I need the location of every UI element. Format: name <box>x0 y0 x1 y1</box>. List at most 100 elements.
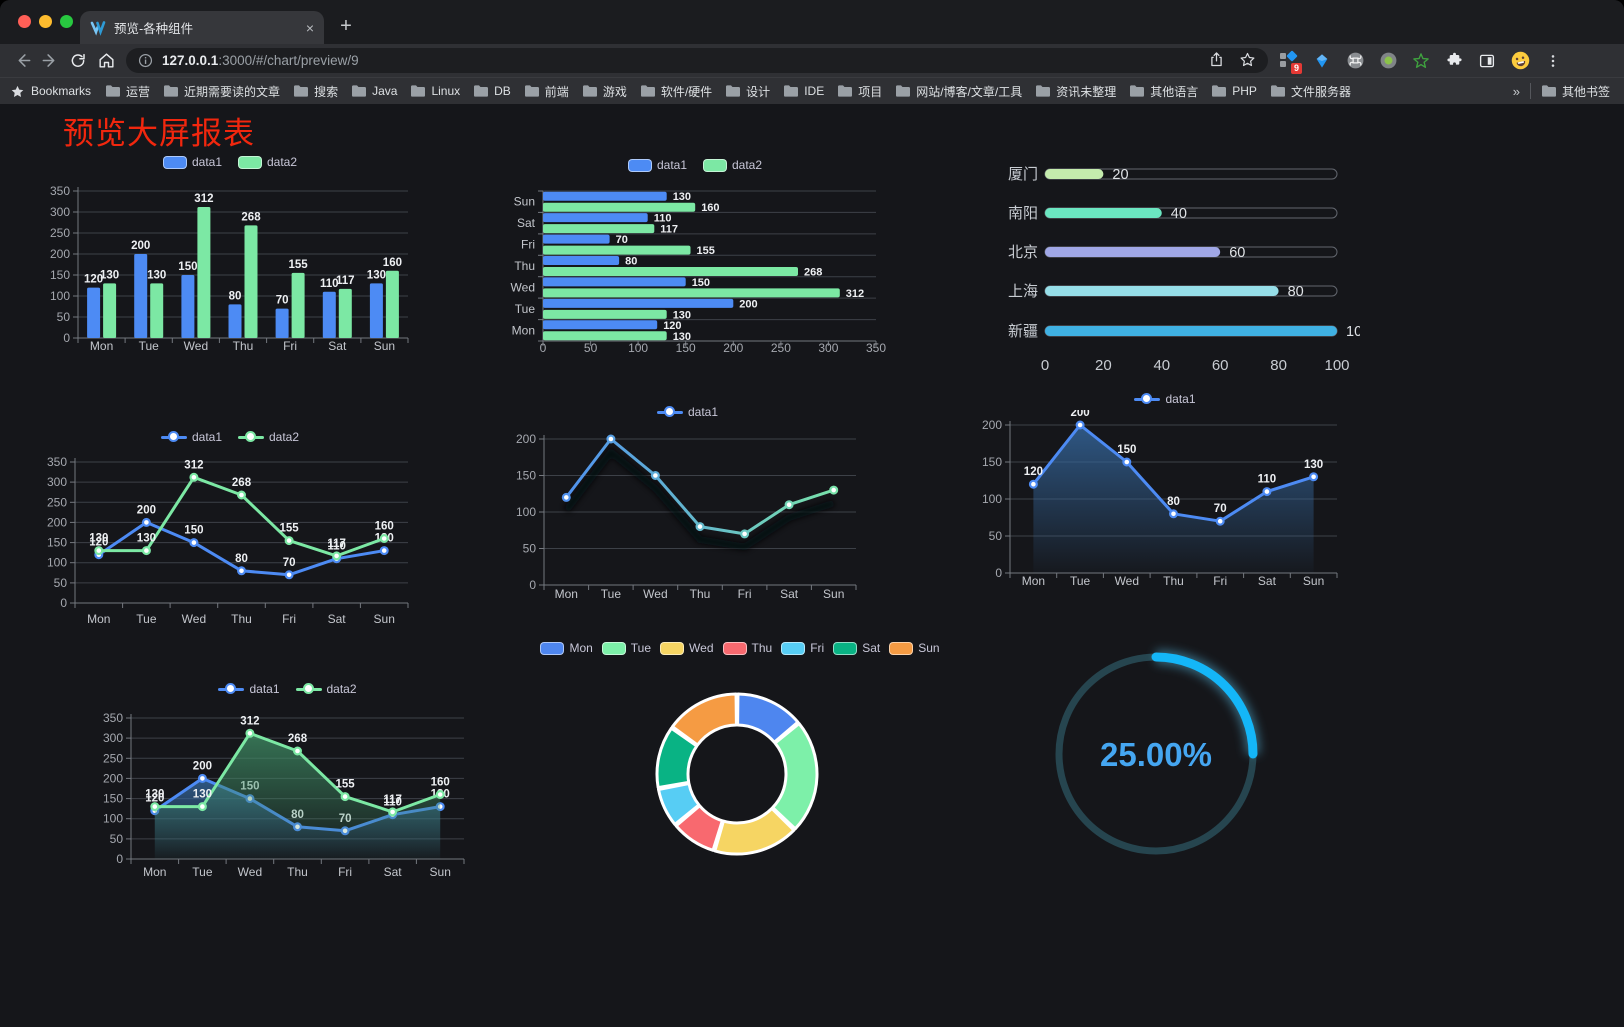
legend-item-Thu[interactable]: Thu <box>722 641 772 655</box>
legend-item-data1[interactable]: data1 <box>627 158 687 172</box>
svg-text:110: 110 <box>654 213 672 225</box>
bookmark-label: 软件/硬件 <box>660 84 713 99</box>
bookmark-folder-软件/硬件[interactable]: 软件/硬件 <box>640 83 712 100</box>
profile-emoji-icon[interactable] <box>1509 50 1531 72</box>
svg-text:20: 20 <box>1112 167 1128 183</box>
legend-item-data1[interactable]: data1 <box>1134 392 1196 406</box>
menu-dots-icon[interactable] <box>1542 50 1564 72</box>
legend-item-data1[interactable]: data1 <box>656 405 718 419</box>
forward-button[interactable] <box>36 47 64 75</box>
chart-grouped-bar: data1 data2 0 50 100 150 200 250 300 350 Mon Tue Wed… <box>40 151 420 361</box>
bookmark-folder-项目[interactable]: 项目 <box>837 83 882 100</box>
bookmark-folder-设计[interactable]: 设计 <box>725 83 770 100</box>
legend-item-data1[interactable]: data1 <box>218 682 280 696</box>
bookmark-folder-前端[interactable]: 前端 <box>524 83 569 100</box>
svg-text:268: 268 <box>232 477 252 489</box>
new-tab-button[interactable]: + <box>340 15 352 37</box>
legend-item-Fri[interactable]: Fri <box>781 641 824 655</box>
bookmark-label: 游戏 <box>602 84 627 99</box>
legend-item-Mon[interactable]: Mon <box>540 641 593 655</box>
bookmark-folder-搜索[interactable]: 搜索 <box>293 83 338 100</box>
legend-item-data2[interactable]: data2 <box>703 158 762 172</box>
other-bookmarks-folder[interactable]: 其他书签 <box>1541 83 1610 100</box>
address-bar[interactable]: 127.0.0.1:3000/#/chart/preview/9 <box>126 48 1268 73</box>
bookmark-folder-IDE[interactable]: IDE <box>783 84 824 98</box>
legend-item-Sat[interactable]: Sat <box>833 641 880 655</box>
browser-tab[interactable]: 预览-各种组件 × <box>80 11 324 44</box>
svg-text:新疆: 新疆 <box>1008 323 1038 340</box>
back-button[interactable] <box>8 47 36 75</box>
site-info-icon[interactable] <box>138 53 153 68</box>
chart-gauge: 25.00% <box>1040 638 1272 870</box>
svg-text:155: 155 <box>336 779 356 791</box>
bookmark-folder-PHP[interactable]: PHP <box>1211 84 1257 98</box>
bookmarks-manager[interactable]: Bookmarks <box>10 84 91 99</box>
home-button[interactable] <box>92 47 120 75</box>
svg-text:Thu: Thu <box>233 339 254 353</box>
svg-text:0: 0 <box>529 578 536 592</box>
line-chart-canvas: 0 50 100 150 200 Mon Tue Wed Thu Fri Sat Sun 120 200 1… <box>982 410 1338 588</box>
legend-item-data2[interactable]: data2 <box>238 155 297 169</box>
folder-icon <box>1270 85 1285 97</box>
bookmark-folder-文件服务器[interactable]: 文件服务器 <box>1270 83 1351 100</box>
svg-text:100: 100 <box>516 505 536 519</box>
extensions-puzzle-icon[interactable] <box>1443 50 1465 72</box>
share-icon[interactable] <box>1208 51 1225 71</box>
legend-item-data2[interactable]: data2 <box>238 430 299 444</box>
window-close-button[interactable] <box>18 15 31 28</box>
svg-text:150: 150 <box>184 525 203 537</box>
svg-text:Fri: Fri <box>738 587 752 601</box>
svg-text:Tue: Tue <box>192 865 213 879</box>
legend-item-data1[interactable]: data1 <box>162 155 222 169</box>
extension-green-dot-icon[interactable] <box>1377 50 1399 72</box>
extension-gem-icon[interactable] <box>1311 50 1333 72</box>
tab-close-icon[interactable]: × <box>305 19 314 36</box>
bookmark-folder-网站/博客/文章/工具[interactable]: 网站/博客/文章/工具 <box>895 83 1022 100</box>
svg-text:150: 150 <box>50 268 70 282</box>
bookmark-label: DB <box>494 84 511 98</box>
svg-text:Sat: Sat <box>384 865 403 879</box>
bookmark-folder-Linux[interactable]: Linux <box>410 84 460 98</box>
extension-stats-icon[interactable]: 9 <box>1278 49 1302 74</box>
svg-text:80: 80 <box>229 290 242 302</box>
svg-text:250: 250 <box>47 495 67 509</box>
extension-green-star-icon[interactable] <box>1410 50 1432 72</box>
svg-text:80: 80 <box>625 256 637 268</box>
legend-item-Tue[interactable]: Tue <box>601 641 651 655</box>
window-zoom-button[interactable] <box>60 15 73 28</box>
extension-command-icon[interactable] <box>1344 50 1366 72</box>
svg-text:Thu: Thu <box>231 612 252 626</box>
legend-item-data1[interactable]: data1 <box>160 430 222 444</box>
svg-text:70: 70 <box>276 295 289 307</box>
folder-icon <box>411 85 426 97</box>
bookmark-label: 近期需要读的文章 <box>184 84 281 99</box>
window-minimize-button[interactable] <box>39 15 52 28</box>
legend-item-data2[interactable]: data2 <box>295 682 357 696</box>
svg-text:Mon: Mon <box>555 587 578 601</box>
svg-text:155: 155 <box>697 245 715 257</box>
svg-text:0: 0 <box>60 596 67 610</box>
legend-label: data1 <box>1165 392 1196 406</box>
legend-item-Wed[interactable]: Wed <box>660 641 714 655</box>
legend-marker <box>833 641 858 655</box>
bookmark-folder-其他语言[interactable]: 其他语言 <box>1129 83 1198 100</box>
bookmark-folder-DB[interactable]: DB <box>473 84 511 98</box>
svg-text:Tue: Tue <box>136 612 157 626</box>
url-host: 127.0.0.1 <box>162 53 219 68</box>
bookmark-folder-Java[interactable]: Java <box>351 84 397 98</box>
bookmark-folder-资讯未整理[interactable]: 资讯未整理 <box>1035 83 1116 100</box>
svg-text:300: 300 <box>103 731 123 745</box>
reload-button[interactable] <box>64 47 92 75</box>
bookmark-folder-游戏[interactable]: 游戏 <box>582 83 627 100</box>
bookmark-folder-运营[interactable]: 运营 <box>105 83 150 100</box>
svg-text:20: 20 <box>1095 357 1112 374</box>
bookmark-label: PHP <box>1232 84 1257 98</box>
url-path: :3000/#/chart/preview/9 <box>218 53 359 68</box>
bookmarks-overflow-chevron[interactable]: » <box>1512 83 1520 99</box>
legend-item-Sun[interactable]: Sun <box>889 641 940 655</box>
bookmark-folder-近期需要读的文章[interactable]: 近期需要读的文章 <box>163 83 280 100</box>
sidebar-toggle-icon[interactable] <box>1476 50 1498 72</box>
bookmark-star-icon[interactable] <box>1239 51 1256 71</box>
svg-text:50: 50 <box>584 341 598 355</box>
svg-text:Sat: Sat <box>1258 574 1277 588</box>
